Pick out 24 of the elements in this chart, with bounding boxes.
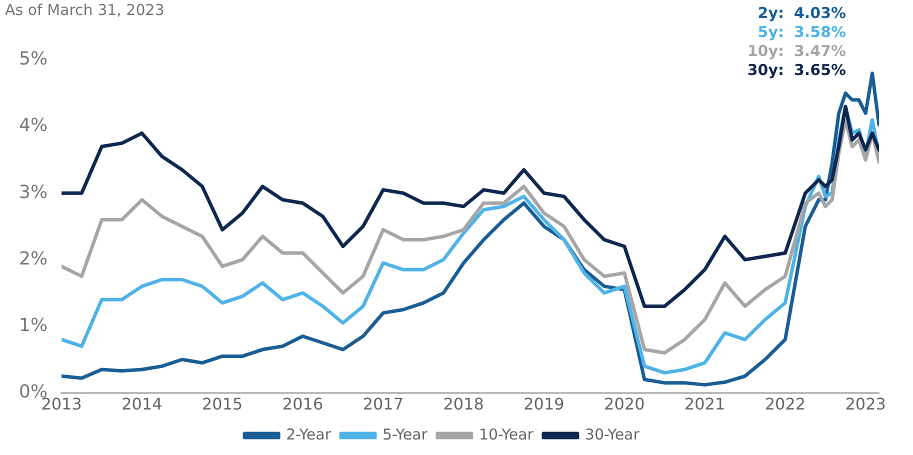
chart-subtitle: As of March 31, 2023 — [5, 0, 164, 19]
x-tick-label: 2018 — [443, 394, 484, 414]
x-tick-label: 2022 — [764, 394, 806, 414]
annotation: 30y: 3.65% — [747, 60, 846, 79]
x-tick-label: 2021 — [684, 394, 726, 414]
legend-label: 30-Year — [584, 425, 640, 444]
annotation: 10y: 3.47% — [747, 42, 846, 60]
y-tick-label: 3% — [18, 182, 48, 203]
y-tick-label: 1% — [18, 314, 48, 336]
x-tick-label: 2015 — [202, 394, 243, 414]
x-tick-label: 2023 — [845, 394, 886, 414]
y-tick-label: 4% — [18, 115, 48, 136]
x-tick-label: 2016 — [282, 394, 324, 414]
legend-label: 5-Year — [382, 425, 428, 444]
text: 2y: 4.03% — [758, 4, 846, 22]
x-tick-label: 2020 — [604, 394, 645, 414]
x-tick-label: 2019 — [524, 394, 564, 414]
x-tick-label: 2014 — [122, 394, 162, 414]
x-tick-label: 2017 — [362, 394, 404, 414]
y-tick-label: 2% — [18, 248, 48, 270]
y-tick-label: 5% — [18, 48, 48, 70]
legend-label: 2-Year — [286, 425, 332, 444]
legend-label: 10-Year — [478, 425, 534, 444]
text: 5y: 3.58% — [758, 22, 846, 41]
